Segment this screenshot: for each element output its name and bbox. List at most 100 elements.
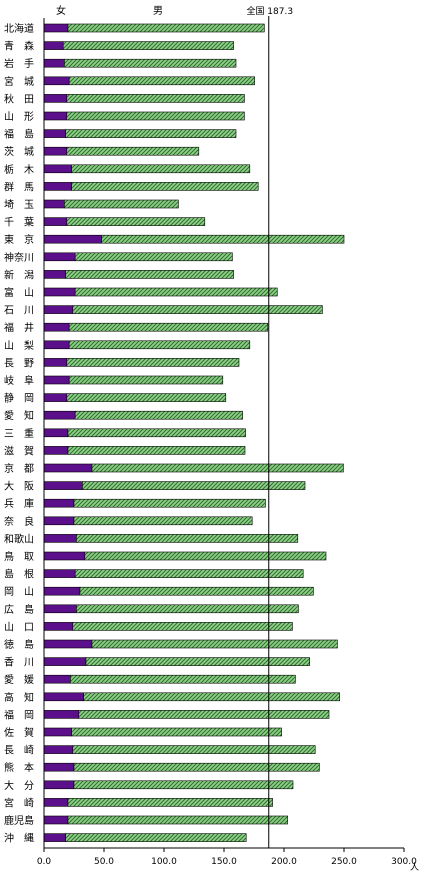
bar-male: [68, 340, 251, 350]
bar-male: [85, 657, 310, 666]
category-label: 広 島: [4, 603, 34, 616]
bar-male: [74, 287, 278, 297]
x-unit-label: 人: [410, 862, 419, 873]
bar-female: [43, 199, 65, 209]
legend-female: 女: [56, 4, 66, 17]
bar-male: [67, 23, 265, 33]
bar-male: [66, 111, 245, 121]
bar-female: [43, 481, 83, 490]
category-label: 福 井: [4, 321, 34, 334]
category-label: 和歌山: [4, 532, 34, 545]
legend: 女男: [56, 4, 163, 17]
bar-female: [43, 745, 74, 754]
bar-female: [43, 305, 74, 314]
category-label: 福 島: [4, 128, 34, 141]
category-label: 千 葉: [4, 216, 34, 229]
bar-male: [68, 76, 255, 86]
bar-male: [73, 516, 253, 526]
bar-female: [43, 111, 68, 121]
category-label: 群 馬: [4, 180, 34, 193]
bar-male: [91, 463, 344, 473]
bar-male: [66, 217, 206, 226]
bar-male: [82, 481, 306, 490]
bar-male: [68, 375, 224, 385]
bar-male: [71, 164, 251, 174]
category-label: 山 口: [4, 621, 34, 633]
bar-female: [43, 727, 72, 737]
bar-female: [43, 622, 74, 631]
bar-male: [73, 780, 294, 790]
bar-female: [43, 41, 64, 50]
bar-female: [43, 604, 77, 614]
bar-male: [70, 674, 296, 684]
bar-male: [76, 604, 299, 614]
bar-male: [74, 569, 304, 578]
bar-female: [43, 217, 68, 226]
x-tick-label: 250.0: [331, 857, 357, 867]
category-label: 奈 良: [4, 515, 34, 528]
bar-female: [43, 534, 77, 543]
bar-female: [43, 657, 87, 666]
category-label: 大 阪: [4, 480, 34, 493]
bar-female: [43, 516, 75, 526]
bar-male: [64, 199, 179, 209]
bar-male: [72, 622, 293, 631]
bars-group: [43, 23, 345, 842]
bar-male: [66, 358, 240, 367]
bar-female: [43, 463, 93, 473]
x-axis: 0.0 50.0 100.0 150.0 200.0 250.0 300.0人: [37, 18, 419, 873]
bar-male: [65, 833, 247, 842]
legend-male: 男: [153, 5, 163, 17]
category-label: 富 山: [4, 286, 34, 299]
x-tick-label: 0.0: [37, 857, 52, 867]
bar-male: [66, 94, 245, 103]
category-label: 埼 玉: [4, 198, 34, 211]
bar-male: [65, 129, 237, 138]
bar-male: [71, 727, 282, 737]
category-label: 青 森: [4, 40, 34, 53]
bar-male: [76, 534, 299, 543]
bar-female: [43, 446, 69, 455]
category-label: 新 潟: [4, 268, 34, 281]
bar-female: [43, 322, 70, 332]
bar-male: [66, 393, 227, 402]
bar-female: [43, 833, 66, 842]
bar-male: [66, 146, 200, 156]
category-label: 愛 知: [4, 409, 34, 422]
category-label: 香 川: [4, 657, 34, 669]
bar-male: [64, 58, 237, 68]
bar-male: [67, 446, 246, 455]
bar-female: [43, 428, 69, 438]
category-label: 神奈川: [4, 251, 34, 264]
category-label: 静 岡: [4, 392, 34, 405]
bar-female: [43, 182, 72, 191]
category-label: 長 野: [4, 357, 34, 369]
bar-female: [43, 551, 86, 561]
bar-female: [43, 798, 69, 807]
bar-female: [43, 129, 66, 138]
x-tick-label: 200.0: [271, 857, 297, 867]
category-label: 岡 山: [4, 586, 34, 598]
category-label: 茨 城: [4, 145, 34, 158]
category-label: 宮 崎: [4, 796, 34, 809]
bar-female: [43, 58, 65, 68]
national-average-label: 全国 187.3: [246, 5, 293, 17]
category-label: 東 京: [4, 233, 34, 246]
category-label: 宮 城: [4, 75, 34, 88]
bar-male: [101, 234, 345, 244]
category-label: 栃 木: [4, 163, 34, 176]
bar-male: [62, 41, 234, 50]
bar-male: [72, 745, 316, 754]
category-label: 鳥 取: [4, 550, 34, 563]
category-label: 熊 本: [4, 761, 34, 774]
category-label: 岩 手: [4, 57, 34, 70]
bar-female: [43, 569, 76, 578]
reference-line-group: 全国 187.3: [246, 5, 293, 848]
bar-female: [43, 146, 68, 156]
x-tick-label: 100.0: [151, 857, 177, 867]
bar-female: [43, 639, 93, 649]
bar-female: [43, 94, 68, 103]
bar-male: [68, 322, 269, 332]
